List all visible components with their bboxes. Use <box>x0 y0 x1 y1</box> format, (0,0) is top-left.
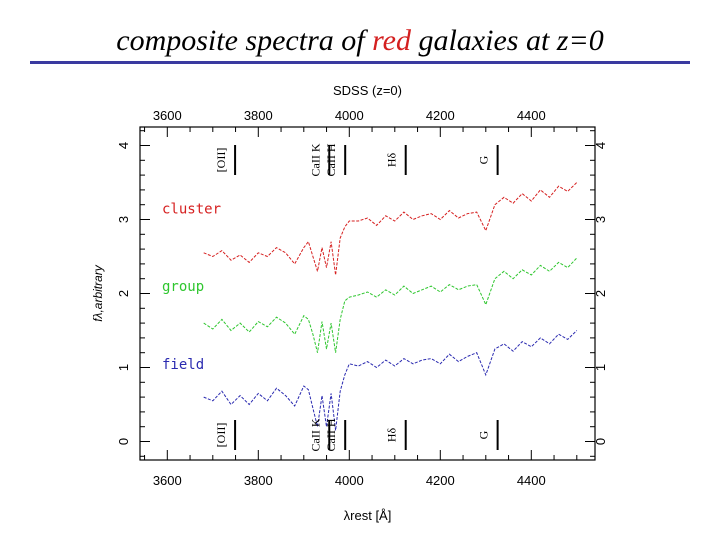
line-label-bottom: [OII] <box>214 423 228 448</box>
x-axis-label: λrest [Å] <box>344 508 392 523</box>
title-part-2: galaxies at z=0 <box>410 24 604 57</box>
x-tick-label-bottom: 4000 <box>335 473 364 488</box>
series-line-cluster <box>203 182 578 276</box>
series-label-cluster: cluster <box>162 201 221 217</box>
y-tick-label-right: 2 <box>593 290 608 297</box>
x-tick-label-top: 4400 <box>517 108 546 123</box>
line-label-top: CaII K <box>308 143 322 176</box>
x-tick-label-top: 3600 <box>153 108 182 123</box>
series-label-field: field <box>162 357 204 373</box>
y-tick-label-right: 3 <box>593 216 608 223</box>
title-part-1: composite spectra of <box>116 24 373 57</box>
y-tick-label-left: 1 <box>116 364 131 371</box>
x-tick-label-bottom: 3800 <box>244 473 273 488</box>
y-tick-label-left: 2 <box>116 290 131 297</box>
x-tick-label-top: 3800 <box>244 108 273 123</box>
line-label-bottom: CaII H <box>324 418 338 451</box>
y-tick-label-right: 4 <box>593 142 608 149</box>
x-tick-label-bottom: 4200 <box>426 473 455 488</box>
line-label-top: Hδ <box>385 152 399 167</box>
y-tick-label-left: 0 <box>116 438 131 445</box>
slide-title: composite spectra of red galaxies at z=0 <box>0 24 720 58</box>
x-tick-label-bottom: 3600 <box>153 473 182 488</box>
y-tick-label-left: 4 <box>116 142 131 149</box>
y-tick-label-left: 3 <box>116 216 131 223</box>
line-label-bottom: CaII K <box>308 418 322 451</box>
x-tick-label-top: 4000 <box>335 108 364 123</box>
chart-title: SDSS (z=0) <box>333 83 402 98</box>
x-tick-label-top: 4200 <box>426 108 455 123</box>
series-label-group: group <box>162 279 204 295</box>
line-label-bottom: G <box>477 430 491 439</box>
line-label-bottom: Hδ <box>385 427 399 442</box>
plot-frame <box>139 126 596 461</box>
series-line-group <box>203 257 578 353</box>
line-label-top: G <box>477 155 491 164</box>
y-tick-label-right: 1 <box>593 364 608 371</box>
x-tick-label-bottom: 4400 <box>517 473 546 488</box>
series-line-field <box>203 330 578 431</box>
title-highlight: red <box>372 24 411 57</box>
line-label-top: CaII H <box>324 143 338 176</box>
y-tick-label-right: 0 <box>593 438 608 445</box>
y-axis-label: fλ,arbitrary <box>91 264 105 322</box>
title-underline <box>30 61 690 64</box>
line-label-top: [OII] <box>214 148 228 173</box>
